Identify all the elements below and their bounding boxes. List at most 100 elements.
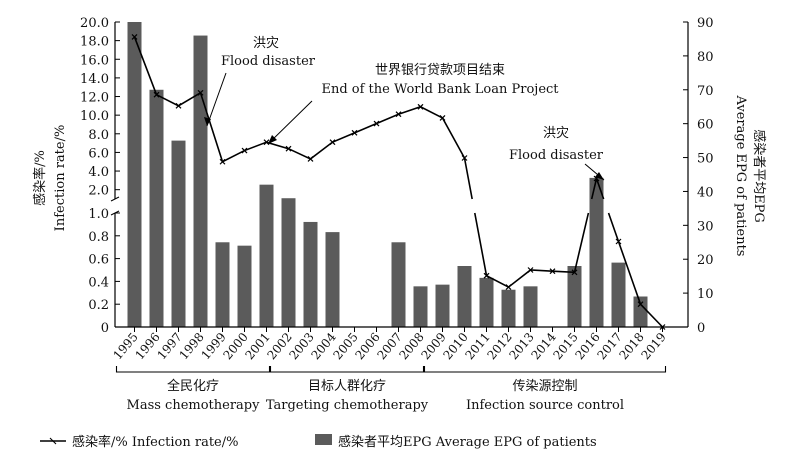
point-2015-b	[571, 269, 578, 276]
left-tick-label-8.0: 8.0	[88, 128, 109, 143]
phase-2-en: Infection source control	[466, 398, 624, 413]
left-tick-label-low-1.0: 1.0	[88, 207, 109, 222]
point-2017-b	[615, 238, 622, 245]
axis-break-mark-top	[110, 196, 120, 202]
bar-1996	[149, 89, 164, 328]
phase-1-zh: 目标人群化疗	[308, 379, 386, 394]
left-tick-label-low-0.4: 0.4	[88, 275, 109, 290]
point-2006-b	[373, 120, 380, 127]
bar-2004	[325, 232, 340, 327]
point-1998-b	[197, 89, 204, 96]
legend-group: 感染率/% Infection rate/% 感染者平均EPG Average E…	[40, 434, 597, 450]
right-tick-label-30: 30	[697, 219, 714, 234]
legend-line-marker	[49, 437, 57, 445]
bar-2003	[303, 221, 318, 327]
phases-group: 全民化疗 Mass chemotherapy 目标人群化疗 Targeting che…	[115, 366, 667, 413]
point-2007-b	[395, 111, 402, 118]
point-2003-b	[307, 156, 314, 162]
bar-2007	[391, 242, 406, 327]
bar-2012	[501, 289, 516, 327]
bars-group	[127, 22, 648, 328]
right-tick-label-10: 10	[697, 287, 714, 302]
point-1999-b	[219, 158, 226, 165]
right-tick-label-60: 60	[697, 118, 714, 133]
left-tick-label-12.0: 12.0	[80, 91, 109, 106]
left-tick-label-16.0: 16.0	[80, 53, 109, 68]
right-axis-title-zh: 感染者平均EPG	[751, 129, 767, 223]
left-tick-label-18.0: 18.0	[80, 35, 109, 50]
annotation-world-bank-arrowhead	[268, 135, 277, 144]
point-2012-b	[505, 284, 512, 291]
annotation-flood-2016-arrowhead	[595, 172, 604, 180]
point-2002-b	[285, 145, 292, 152]
bar-2011	[479, 277, 494, 327]
phase-bracket-1	[269, 366, 425, 373]
left-tick-label-2.0: 2.0	[88, 184, 109, 199]
right-tick-label-70: 70	[697, 84, 714, 99]
bar-2016	[589, 177, 604, 327]
annotation-flood-1998-arrowhead	[204, 117, 211, 126]
bar-1995	[127, 22, 142, 327]
bar-2000	[237, 245, 252, 327]
bar-2015	[567, 266, 582, 327]
phase-bracket-0	[115, 366, 271, 373]
point-2014-b	[549, 268, 556, 275]
phase-bracket-2	[423, 366, 667, 373]
right-tick-label-20: 20	[697, 253, 714, 268]
bar-2013	[523, 286, 538, 327]
point-2010-b	[461, 155, 468, 161]
x-tick-label-2019: 2019	[638, 330, 668, 362]
annotation-world-bank-zh: 世界银行贷款项目结束	[375, 63, 505, 78]
annotation-world-bank-arrow	[267, 100, 313, 145]
bar-2017	[611, 262, 626, 327]
bar-2002	[281, 198, 296, 327]
bar-2001	[259, 184, 274, 327]
legend-bar-swatch	[315, 434, 332, 445]
point-2001-b	[263, 139, 270, 146]
right-axis-title-en: Average EPG of patients	[733, 95, 748, 257]
annotation-flood-2016-zh: 洪灾	[543, 125, 569, 141]
bar-2010	[457, 266, 472, 327]
bar-2008	[413, 286, 428, 327]
point-2018-b	[637, 301, 644, 308]
annotation-flood-1998-zh: 洪灾	[253, 35, 279, 51]
bar-1999	[215, 242, 230, 327]
right-tick-label-0: 0	[697, 321, 705, 336]
annotation-flood-1998-arrow	[206, 72, 227, 127]
left-tick-label-4.0: 4.0	[88, 165, 109, 180]
annotations-group: 洪灾 Flood disaster 世界银行贷款项目结束 End of the Wor…	[204, 35, 605, 181]
bar-2009	[435, 284, 450, 327]
legend-bar-label: 感染者平均EPG Average EPG of patients	[338, 434, 597, 450]
infection-rate-line-group	[131, 33, 666, 330]
bar-1997	[171, 140, 186, 327]
point-2008-b	[417, 103, 424, 110]
left-tick-label-20.0: 20.0	[80, 16, 109, 31]
infection-rate-line-3	[607, 212, 664, 328]
left-tick-label-low-0: 0	[101, 321, 109, 336]
point-2004-b	[329, 139, 336, 146]
point-1996-b	[153, 91, 160, 98]
bar-2018	[633, 296, 648, 327]
point-2011-b	[483, 272, 490, 279]
right-tick-label-80: 80	[697, 50, 714, 65]
left-axis-title-en: Infection rate/%	[53, 125, 68, 232]
phase-2-zh: 传染源控制	[512, 379, 577, 394]
left-tick-label-10.0: 10.0	[80, 109, 109, 124]
phase-0-en: Mass chemotherapy	[127, 398, 261, 413]
point-2009-b	[439, 115, 446, 121]
point-1995-b	[131, 33, 138, 40]
legend-line-label: 感染率/% Infection rate/%	[72, 434, 239, 450]
left-axis-title-zh: 感染率/%	[32, 150, 48, 206]
left-tick-label-low-0.8: 0.8	[88, 230, 109, 245]
right-tick-label-40: 40	[697, 185, 714, 200]
annotation-world-bank-en: End of the World Bank Loan Project	[321, 82, 559, 97]
annotation-flood-1998-en: Flood disaster	[221, 54, 316, 69]
left-tick-label-low-0.6: 0.6	[88, 253, 109, 268]
left-tick-label-low-0.2: 0.2	[88, 298, 109, 313]
point-2000-b	[241, 147, 248, 154]
annotation-flood-2016-en: Flood disaster	[509, 148, 604, 163]
point-1997-b	[175, 102, 182, 109]
bar-1998	[193, 35, 208, 328]
point-2005-b	[351, 129, 358, 136]
